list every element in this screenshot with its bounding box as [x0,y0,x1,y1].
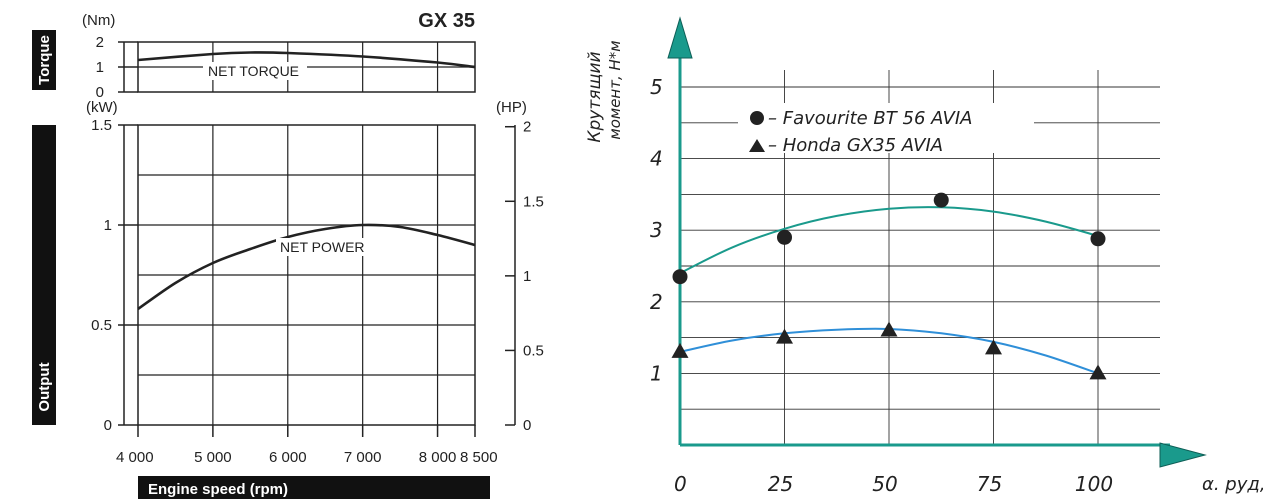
y-axis-arrow [667,16,693,59]
hp-tick-label: 1.5 [523,193,544,210]
left-xlabel: Engine speed (rpm) [148,481,288,498]
honda-point [671,342,689,358]
hp-tick-label: 0.5 [523,342,544,359]
left-chart: Torque Output (Nm) (kW) (HP) GX 35 2 1 0 1.… [32,10,544,499]
xlabel-bar [138,476,490,499]
legend: – Favourite BT 56 AVIA – Honda GX35 AVIA [738,103,1034,156]
favourite-point [672,269,688,285]
kw-unit: (kW) [86,99,118,116]
favourite-point [933,192,949,208]
torque-label-bg [203,62,307,80]
honda-point [880,321,898,337]
right-y-tick-label: 3 [650,218,663,242]
right-y-tick-label: 4 [650,147,663,171]
left-chart-frame [137,41,516,426]
hp-tick-label: 0 [523,417,531,434]
x-axis-arrow [1159,442,1207,468]
favourite-point [777,229,792,245]
favourite-point [1090,231,1106,247]
right-ylabel-line1: Крутящий [585,51,605,142]
right-y-tick-label: 5 [650,75,663,99]
torque-side-label: Torque [36,35,53,85]
x-tick-label: 8 500 [460,449,498,466]
right-chart: 5 4 3 2 1 0 25 50 75 100 – Favourite BT 56 AVIA –… [585,16,1263,496]
legend-circle-marker [750,111,764,125]
favourite-fit-line [679,206,1099,275]
right-x-tick-label: 50 [872,472,897,496]
torque-line [137,51,476,69]
power-curve-label: NET POWER [280,239,365,255]
x-tick-label: 6 000 [269,449,307,466]
x-tick-label: 4 000 [116,449,154,466]
honda-point [1089,364,1107,380]
hp-unit: (HP) [496,99,527,116]
honda-point [776,328,793,344]
kw-tick-label: 0.5 [91,317,112,334]
torque-tick-label: 2 [96,34,104,51]
kw-tick-label: 0 [104,417,112,434]
honda-point [985,339,1002,355]
power-label-bg [276,238,374,256]
output-side-bar [32,125,56,425]
right-x-tick-label: 75 [977,472,1002,496]
torque-tick-label: 0 [96,84,104,101]
torque-tick-label: 1 [96,59,104,76]
kw-tick-label: 1 [104,217,112,234]
right-x-tick-label: 100 [1075,472,1113,496]
x-tick-label: 5 000 [194,449,232,466]
left-chart-title: GX 35 [418,10,475,32]
torque-unit: (Nm) [82,12,115,29]
legend-bg [738,103,1034,153]
torque-side-bar [32,30,56,90]
output-side-label: Output [36,362,53,411]
kw-tick-label: 1.5 [91,117,112,134]
legend-triangle-marker [749,139,765,152]
right-xlabel: α. руд, % [1202,474,1263,495]
x-tick-label: 8 000 [419,449,457,466]
torque-curve-label: NET TORQUE [208,63,299,79]
x-tick-label: 7 000 [344,449,382,466]
hp-tick-label: 2 [523,119,531,136]
legend-honda: – Honda GX35 AVIA [768,135,943,156]
right-y-tick-label: 2 [650,290,663,314]
right-y-tick-label: 1 [650,361,663,385]
power-line [137,223,476,311]
right-x-tick-label: 25 [768,472,793,496]
right-x-tick-label: 0 [674,472,687,496]
legend-favourite: – Favourite BT 56 AVIA [768,108,972,129]
right-ylabel-line2: момент, Н*м [606,40,624,139]
hp-tick-label: 1 [523,268,531,285]
